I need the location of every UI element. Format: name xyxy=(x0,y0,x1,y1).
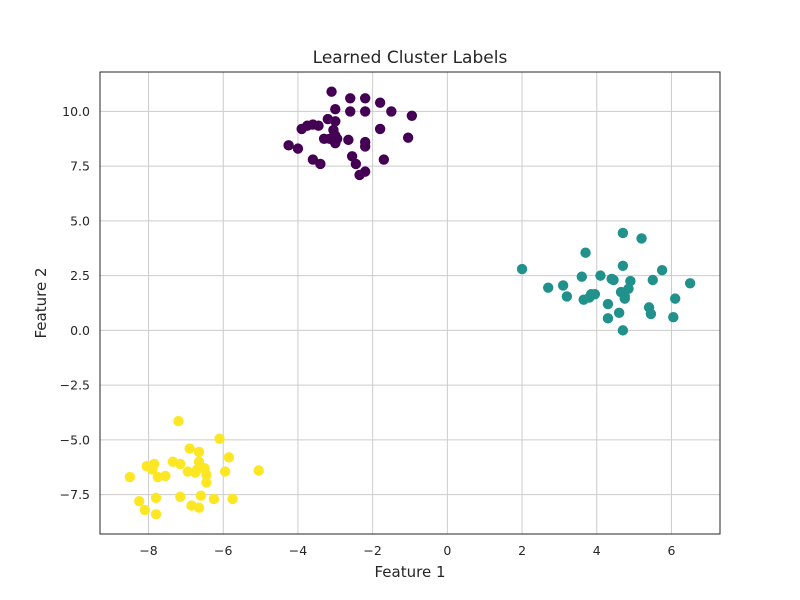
data-point xyxy=(190,467,201,478)
x-tick-label: 4 xyxy=(593,543,601,558)
data-point xyxy=(608,274,619,286)
data-point xyxy=(208,493,220,505)
data-point xyxy=(150,509,162,520)
data-point xyxy=(150,492,162,504)
y-tick-label: −2.5 xyxy=(60,378,90,393)
data-point xyxy=(330,137,341,149)
data-point xyxy=(283,140,294,151)
data-point xyxy=(173,416,184,427)
data-point xyxy=(617,227,629,239)
data-point xyxy=(647,274,658,286)
data-point xyxy=(175,458,186,470)
y-axis-label: Feature 2 xyxy=(32,268,50,339)
data-point xyxy=(253,465,264,476)
data-point xyxy=(386,106,397,117)
cluster-0-points xyxy=(283,86,418,181)
data-points xyxy=(124,86,696,520)
data-point xyxy=(318,133,330,144)
x-tick-label: −6 xyxy=(214,543,232,558)
data-point xyxy=(602,298,614,310)
data-point xyxy=(219,466,231,477)
x-tick-label: 2 xyxy=(518,543,526,558)
y-tick-label: 7.5 xyxy=(70,159,90,174)
data-point xyxy=(578,294,589,305)
data-point xyxy=(147,464,158,475)
data-point xyxy=(345,93,356,104)
data-point xyxy=(613,307,625,319)
y-tick-label: 5.0 xyxy=(70,213,90,228)
data-point xyxy=(359,93,371,104)
data-point xyxy=(576,271,588,282)
y-tick-label: 10.0 xyxy=(62,104,90,119)
x-axis-label: Feature 1 xyxy=(375,563,446,581)
x-tick-label: −8 xyxy=(139,543,157,558)
y-tick-label: −7.5 xyxy=(60,487,90,502)
data-point xyxy=(313,120,324,131)
data-point xyxy=(195,490,207,501)
data-point xyxy=(402,132,414,143)
data-point xyxy=(184,443,195,454)
x-tick-label: 6 xyxy=(667,543,675,558)
cluster-1-points xyxy=(516,227,696,336)
data-point xyxy=(214,433,225,444)
x-tick-label: 0 xyxy=(443,543,451,558)
data-point xyxy=(656,264,668,276)
x-tick-label: −2 xyxy=(363,543,381,558)
data-point xyxy=(580,247,591,258)
data-point xyxy=(343,134,354,146)
data-point xyxy=(175,491,186,502)
data-point xyxy=(201,477,212,488)
data-point xyxy=(359,141,371,152)
data-point xyxy=(326,86,337,97)
data-point xyxy=(595,270,606,281)
data-point xyxy=(223,452,235,463)
data-point xyxy=(359,106,371,117)
data-point xyxy=(330,104,341,115)
data-point xyxy=(617,325,629,336)
data-point xyxy=(684,278,696,289)
x-tick-label: −4 xyxy=(289,543,307,558)
data-point xyxy=(139,504,151,516)
data-point xyxy=(561,291,573,302)
data-point xyxy=(378,154,390,165)
data-point xyxy=(542,282,554,293)
data-point xyxy=(330,116,341,127)
data-point xyxy=(617,260,629,271)
data-point xyxy=(557,280,569,291)
data-point xyxy=(619,293,630,304)
data-point xyxy=(134,495,145,507)
data-point xyxy=(406,110,418,121)
data-point xyxy=(602,313,614,324)
data-point xyxy=(668,312,679,323)
data-point xyxy=(193,446,205,458)
y-tick-label: −5.0 xyxy=(60,432,90,447)
data-point xyxy=(160,470,171,482)
data-point xyxy=(345,106,356,117)
data-point xyxy=(669,293,681,304)
data-point xyxy=(296,123,307,135)
y-tick-labels: −7.5 −5.0 −2.5 0.0 2.5 5.0 7.5 10.0 xyxy=(60,104,90,502)
data-point xyxy=(374,123,386,135)
y-tick-label: 0.0 xyxy=(70,323,90,338)
plot-frame xyxy=(99,71,721,535)
data-point xyxy=(374,97,386,108)
grid xyxy=(100,72,720,534)
data-point xyxy=(645,308,657,320)
y-tick-label: 2.5 xyxy=(70,268,90,283)
cluster-2-points xyxy=(124,416,264,520)
data-point xyxy=(292,143,304,154)
data-point xyxy=(201,469,212,481)
data-point xyxy=(636,233,647,244)
data-point xyxy=(193,502,205,513)
data-point xyxy=(516,263,528,275)
chart-title: Learned Cluster Labels xyxy=(313,48,508,68)
data-point xyxy=(124,471,136,483)
x-tick-labels: −8 −6 −4 −2 0 2 4 6 xyxy=(139,543,675,558)
data-point xyxy=(350,158,362,170)
data-point xyxy=(315,158,326,170)
data-point xyxy=(354,169,365,181)
data-point xyxy=(227,493,238,505)
